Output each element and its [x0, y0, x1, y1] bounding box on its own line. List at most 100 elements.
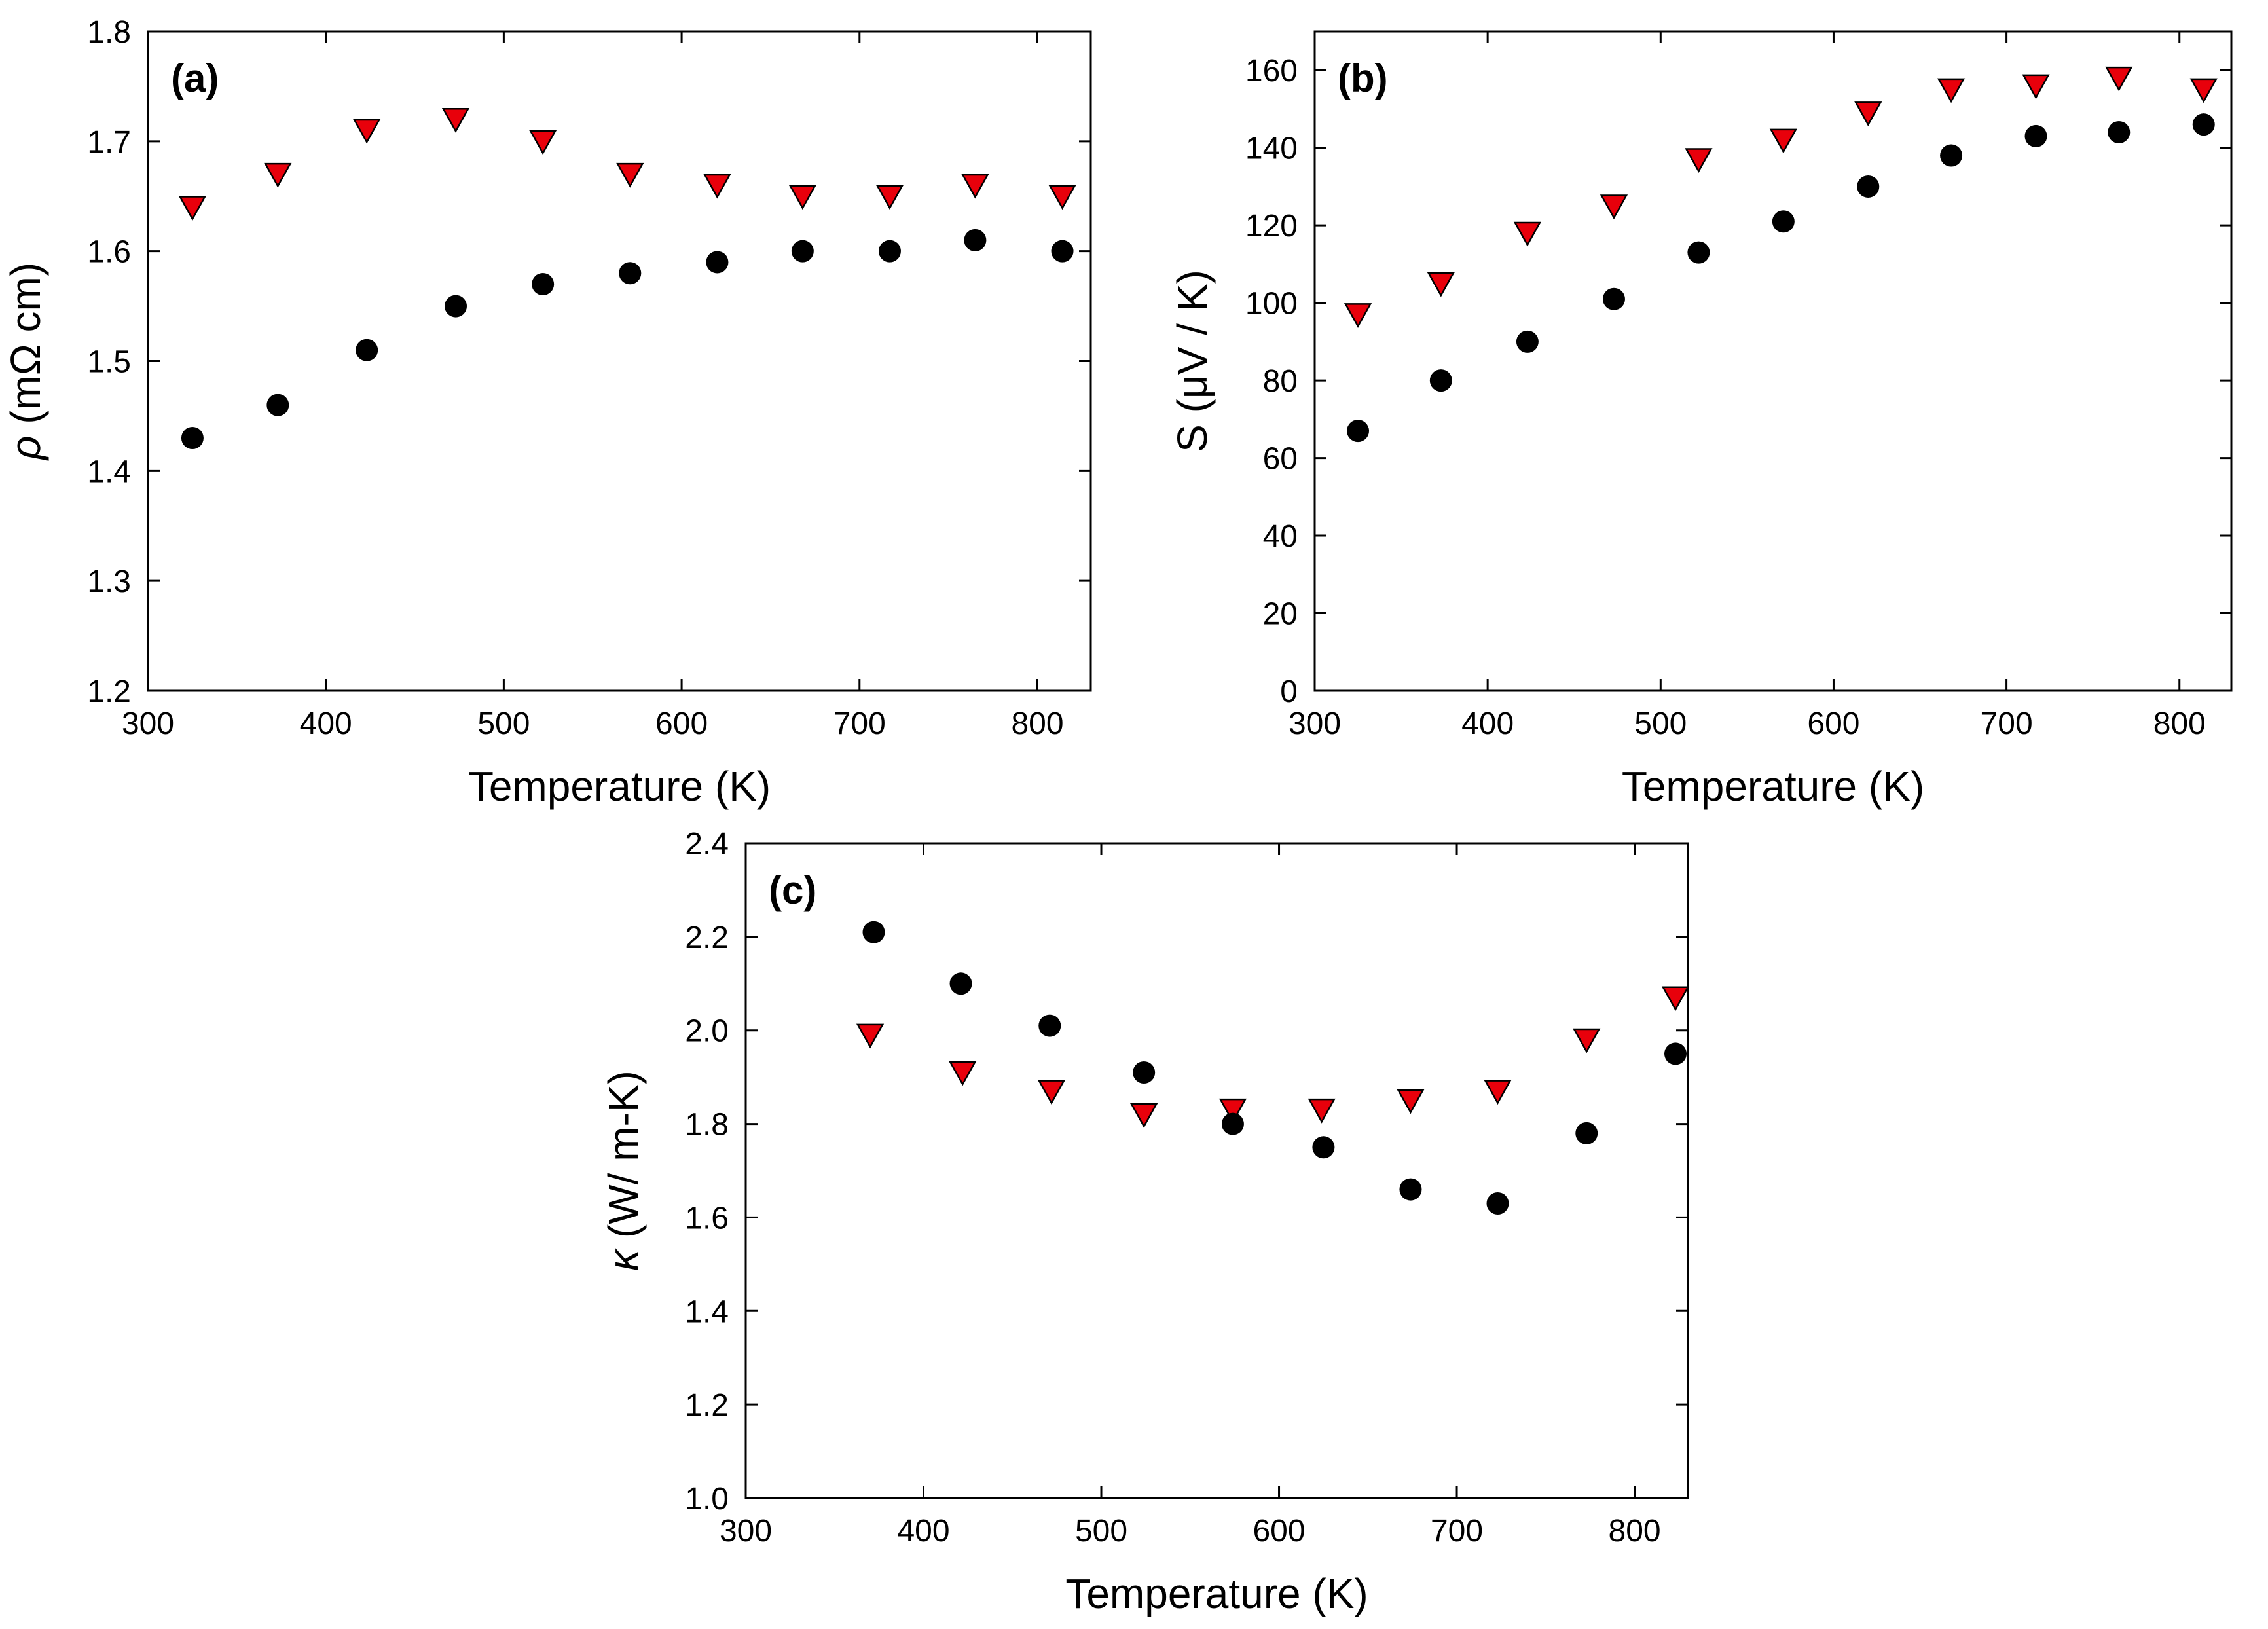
data-point-triangle	[1218, 1098, 1247, 1124]
data-point-triangle	[1427, 272, 1455, 297]
series-triangles	[856, 986, 1690, 1128]
y-axis-title: κ (W/ m-K)	[600, 1071, 647, 1271]
data-point-triangle	[1600, 194, 1628, 220]
series-circles	[1347, 113, 2215, 443]
x-tick-label: 300	[122, 706, 174, 741]
data-point-triangle	[788, 185, 816, 210]
data-point-circle	[1516, 330, 1539, 353]
data-point-triangle	[1937, 78, 1966, 103]
data-point-circle	[1687, 241, 1710, 264]
y-axis-unit: (mΩ cm)	[2, 263, 49, 436]
data-point-triangle	[1685, 148, 1713, 174]
chart-panel-2: 300 400 500 600 700 800 0 20 40 60 80 100 120 140 160 T…	[1169, 30, 2233, 810]
y-tick-label: 60	[1263, 442, 1298, 477]
data-point-circle	[2192, 113, 2215, 136]
x-axis-title: Temperature (K)	[1622, 763, 1924, 810]
x-axis-title: Temperature (K)	[1065, 1570, 1368, 1617]
series-circles	[862, 921, 1687, 1215]
x-axis-title: Temperature (K)	[468, 763, 771, 810]
data-point-circle	[1772, 210, 1795, 233]
data-point-circle	[1038, 1014, 1061, 1037]
panel-label: (a)	[171, 56, 219, 100]
y-tick-label: 2.0	[685, 1014, 729, 1049]
plot-frame	[147, 30, 1092, 692]
x-tick-label: 600	[1253, 1514, 1305, 1548]
y-tick-label: 1.7	[87, 125, 131, 160]
data-point-triangle	[1308, 1098, 1336, 1124]
x-tick-label: 500	[1075, 1514, 1127, 1548]
data-point-circle	[1940, 144, 1963, 167]
x-tick-label: 500	[477, 706, 530, 741]
x-tick-label: 800	[2153, 706, 2206, 741]
data-point-triangle	[1769, 128, 1797, 154]
y-axis-title: S (μV / K)	[1169, 270, 1216, 452]
x-tick-label: 800	[1609, 1514, 1661, 1548]
y-tick-label: 20	[1263, 597, 1298, 632]
data-point-triangle	[875, 185, 904, 210]
y-tick-label: 80	[1263, 364, 1298, 399]
x-tick-label: 700	[1431, 1514, 1483, 1548]
x-tick-label: 500	[1634, 706, 1687, 741]
data-point-triangle	[1484, 1080, 1512, 1105]
y-axis-symbol: ρ	[2, 436, 49, 462]
y-axis-symbol: S	[1169, 424, 1216, 452]
y-tick-label: 1.4	[87, 454, 131, 489]
panel-label: (b)	[1338, 56, 1388, 100]
data-point-circle	[266, 394, 289, 416]
panel-label: (c)	[769, 868, 816, 912]
data-point-triangle	[856, 1023, 885, 1049]
data-point-circle	[1664, 1042, 1687, 1065]
x-tick-label: 400	[1461, 706, 1514, 741]
y-tick-label: 2.2	[685, 921, 729, 955]
data-point-circle	[356, 339, 378, 361]
data-point-triangle	[2189, 78, 2218, 103]
data-point-triangle	[1130, 1103, 1158, 1128]
data-point-circle	[445, 295, 467, 318]
y-axis-unit: (W/ m-K)	[600, 1071, 647, 1250]
y-tick-label: 100	[1245, 287, 1298, 321]
y-tick-label: 1.8	[685, 1108, 729, 1143]
x-tick-label: 400	[300, 706, 352, 741]
y-tick-label: 140	[1245, 132, 1298, 166]
data-point-circle	[878, 240, 901, 263]
data-point-circle	[1602, 287, 1625, 310]
data-point-circle	[1399, 1178, 1422, 1201]
data-point-triangle	[2105, 66, 2133, 92]
plot-frame	[744, 842, 1689, 1499]
data-point-circle	[791, 240, 814, 263]
data-point-triangle	[1397, 1089, 1425, 1114]
x-tick-label: 700	[833, 706, 886, 741]
data-point-circle	[1133, 1061, 1156, 1084]
data-point-triangle	[961, 174, 989, 199]
data-point-circle	[532, 273, 555, 296]
data-point-triangle	[949, 1061, 977, 1086]
data-point-triangle	[1513, 221, 1542, 247]
data-point-circle	[181, 426, 204, 449]
series-triangles	[178, 108, 1076, 221]
data-point-triangle	[703, 174, 731, 199]
y-tick-label: 1.0	[685, 1482, 729, 1516]
y-tick-label: 1.3	[87, 564, 131, 599]
data-point-circle	[1051, 240, 1074, 263]
data-point-circle	[862, 921, 885, 943]
y-tick-label: 1.2	[87, 674, 131, 709]
x-tick-label: 600	[1807, 706, 1859, 741]
data-point-triangle	[529, 130, 557, 155]
y-tick-label: 1.6	[87, 235, 131, 270]
y-tick-label: 1.8	[87, 15, 131, 50]
data-point-triangle	[1037, 1080, 1066, 1105]
y-tick-label: 1.2	[685, 1388, 729, 1423]
series-circles	[181, 229, 1074, 449]
data-point-circle	[1429, 369, 1452, 392]
y-tick-label: 1.6	[685, 1201, 729, 1235]
data-point-triangle	[1661, 986, 1690, 1012]
x-tick-label: 300	[1289, 706, 1341, 741]
y-tick-label: 160	[1245, 54, 1298, 88]
x-tick-label: 300	[720, 1514, 772, 1548]
data-point-circle	[706, 251, 729, 274]
y-tick-label: 1.4	[685, 1294, 729, 1329]
data-point-circle	[619, 262, 642, 285]
data-point-triangle	[264, 162, 292, 188]
y-axis-symbol: κ	[600, 1248, 647, 1271]
y-tick-label: 40	[1263, 519, 1298, 554]
